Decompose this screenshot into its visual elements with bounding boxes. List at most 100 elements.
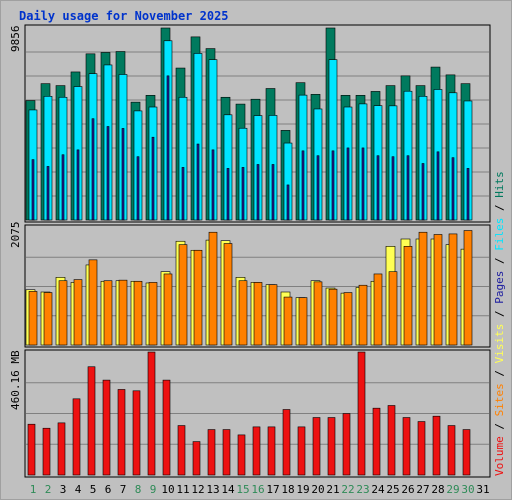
bar-pages-day-19 xyxy=(301,150,305,221)
bar-pages-day-17 xyxy=(271,164,275,221)
x-tick-label: 6 xyxy=(105,483,112,496)
bar-pages-day-21 xyxy=(331,150,335,221)
bar-sites-day-29 xyxy=(448,233,458,346)
bar-volume-day-16 xyxy=(252,426,261,476)
bar-volume-day-8 xyxy=(132,390,141,476)
legend-item-volume: Volume xyxy=(493,436,506,476)
bar-sites-day-14 xyxy=(223,243,233,346)
bar-pages-day-5 xyxy=(91,118,95,221)
legend-item-files: Files xyxy=(493,218,506,251)
bar-volume-day-2 xyxy=(42,427,51,476)
x-tick-label: 22 xyxy=(341,483,354,496)
x-axis-labels: 1 2 3 4 5 6 7 8 9 10 11 12 13 14 15 16 17 18 19 20 21 22 23 24 2… xyxy=(30,483,490,496)
legend-separator: / xyxy=(493,363,506,383)
legend-separator: / xyxy=(493,198,506,218)
x-tick-label: 9 xyxy=(150,483,157,496)
bar-pages-day-24 xyxy=(376,155,380,221)
bar-sites-day-4 xyxy=(73,279,83,346)
x-tick-label: 8 xyxy=(135,483,142,496)
bar-sites-day-11 xyxy=(178,244,188,346)
bar-pages-day-12 xyxy=(196,143,200,221)
bar-volume-day-25 xyxy=(387,405,396,476)
bar-sites-day-17 xyxy=(268,284,278,346)
x-tick-label: 11 xyxy=(176,483,189,496)
bar-sites-day-28 xyxy=(433,234,443,346)
x-tick-label: 15 xyxy=(236,483,249,496)
bar-pages-day-6 xyxy=(106,126,110,221)
y-max-label-visits: 2075 xyxy=(9,222,22,249)
bar-volume-day-6 xyxy=(102,379,111,476)
bar-pages-day-13 xyxy=(211,149,215,221)
bar-pages-day-3 xyxy=(61,154,65,221)
bar-volume-day-17 xyxy=(267,426,276,476)
bar-sites-day-27 xyxy=(418,231,428,346)
bar-sites-day-15 xyxy=(238,280,248,346)
bar-sites-day-19 xyxy=(298,297,308,346)
bar-volume-day-24 xyxy=(372,407,381,476)
bar-pages-day-27 xyxy=(421,163,425,221)
x-tick-label: 21 xyxy=(326,483,339,496)
legend-item-visits: Visits xyxy=(493,324,506,364)
x-tick-label: 31 xyxy=(476,483,489,496)
bar-sites-day-6 xyxy=(103,280,113,346)
x-tick-label: 5 xyxy=(90,483,97,496)
x-tick-label: 26 xyxy=(401,483,414,496)
bar-volume-day-23 xyxy=(357,351,366,476)
bar-volume-day-3 xyxy=(57,422,66,476)
bar-sites-day-20 xyxy=(313,281,323,346)
x-tick-label: 2 xyxy=(45,483,52,496)
bar-pages-day-7 xyxy=(121,128,125,221)
bar-sites-day-1 xyxy=(28,291,38,346)
bar-pages-day-14 xyxy=(226,168,230,221)
bar-pages-day-9 xyxy=(151,136,155,221)
bar-volume-day-11 xyxy=(177,425,186,476)
x-tick-label: 3 xyxy=(60,483,67,496)
legend-item-sites: Sites xyxy=(493,383,506,416)
bar-sites-day-24 xyxy=(373,273,383,346)
bar-pages-day-26 xyxy=(406,155,410,221)
legend-item-pages: Pages xyxy=(493,271,506,304)
bar-sites-day-23 xyxy=(358,284,368,346)
x-tick-label: 20 xyxy=(311,483,324,496)
bar-volume-day-15 xyxy=(237,434,246,476)
bar-sites-day-3 xyxy=(58,280,68,346)
bar-pages-day-8 xyxy=(136,156,140,221)
bar-sites-day-7 xyxy=(118,279,128,346)
x-tick-label: 14 xyxy=(221,483,235,496)
x-tick-label: 4 xyxy=(75,483,82,496)
bar-sites-day-5 xyxy=(88,259,98,346)
bar-volume-day-27 xyxy=(417,421,426,476)
bar-sites-day-9 xyxy=(148,282,158,346)
y-max-label-hits: 9856 xyxy=(9,26,22,53)
x-tick-label: 30 xyxy=(461,483,474,496)
bar-sites-day-12 xyxy=(193,249,203,346)
x-tick-label: 25 xyxy=(386,483,399,496)
x-tick-label: 17 xyxy=(266,483,279,496)
x-tick-label: 29 xyxy=(446,483,459,496)
bar-volume-day-1 xyxy=(27,423,36,476)
bar-volume-day-21 xyxy=(327,417,336,476)
x-tick-label: 12 xyxy=(191,483,204,496)
bar-pages-day-30 xyxy=(466,168,470,221)
legend-item-hits: Hits xyxy=(493,171,506,198)
bar-pages-day-11 xyxy=(181,167,185,221)
bar-sites-day-13 xyxy=(208,231,218,346)
x-tick-label: 28 xyxy=(431,483,444,496)
bar-pages-day-15 xyxy=(241,167,245,221)
bar-volume-day-9 xyxy=(147,351,156,476)
bar-volume-day-29 xyxy=(447,425,456,476)
bar-pages-day-16 xyxy=(256,164,260,221)
bar-volume-day-5 xyxy=(87,366,96,476)
x-tick-label: 7 xyxy=(120,483,127,496)
bar-pages-day-18 xyxy=(286,184,290,221)
bar-volume-day-12 xyxy=(192,441,201,476)
legend-text: Volume / Sites / Visits / Pages / Files … xyxy=(493,171,506,476)
legend-separator: / xyxy=(493,416,506,436)
bar-sites-day-10 xyxy=(163,273,173,346)
bar-volume-day-20 xyxy=(312,417,321,476)
bar-volume-day-26 xyxy=(402,417,411,476)
bar-volume-day-10 xyxy=(162,379,171,476)
bar-pages-day-1 xyxy=(31,159,35,221)
bar-volume-day-19 xyxy=(297,426,306,476)
